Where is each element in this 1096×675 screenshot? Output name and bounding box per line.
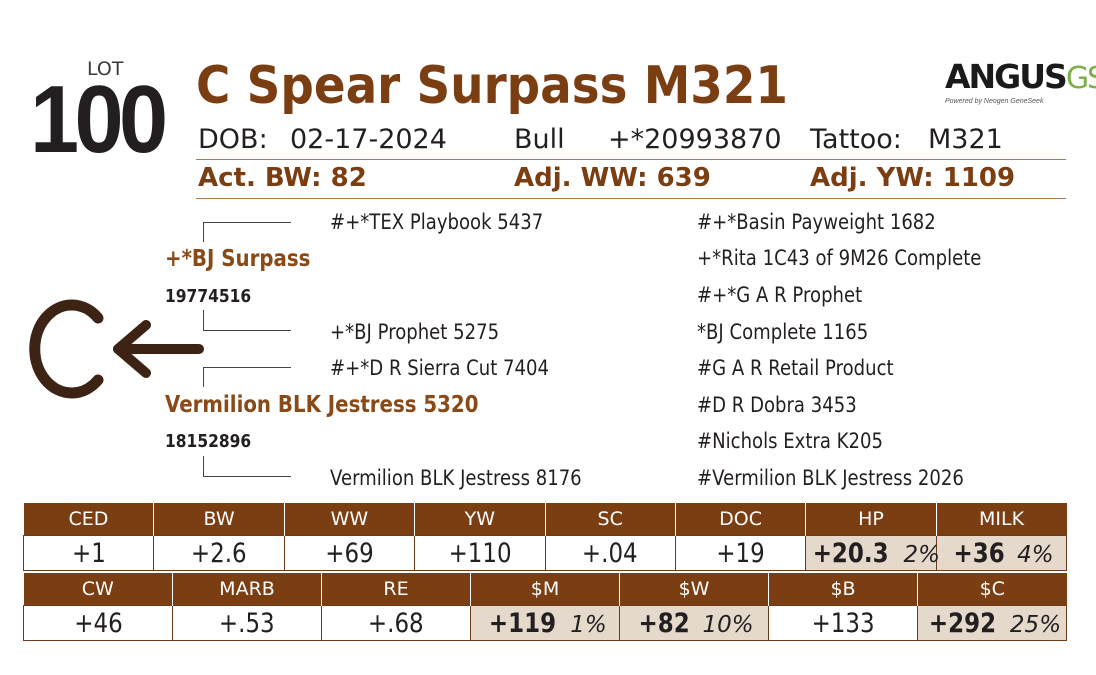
epd-cell: +.04 bbox=[544, 535, 676, 571]
epd-value: +36 bbox=[953, 537, 1005, 569]
divider-bottom bbox=[196, 198, 1066, 199]
epd-percentile: 4% bbox=[1017, 541, 1054, 568]
logo-angus-text: ANGUS bbox=[945, 57, 1068, 96]
logo-gs-text: GS bbox=[1065, 61, 1096, 96]
epd-cell: +69 bbox=[283, 535, 416, 571]
lot-label: LOT bbox=[87, 58, 124, 80]
angus-gs-logo: ANGUSGS Powered by Neogen GeneSeek bbox=[945, 57, 1096, 110]
dam-dam: Vermilion BLK Jestress 8176 bbox=[330, 466, 582, 490]
epd-value: +133 bbox=[811, 607, 875, 639]
epd-cell-highlight: +119 1% bbox=[470, 605, 620, 641]
epd-header: SC bbox=[544, 503, 676, 536]
epd-value: +20.3 bbox=[812, 537, 889, 569]
epd-table-bottom: CW MARB RE $M $W $B $C +46 +.53 +.68 +11… bbox=[23, 573, 1067, 641]
epd-value-row: +1 +2.6 +69 +110 +.04 +19 +20.3 2% +36 4% bbox=[22, 535, 1068, 571]
epd-cell-highlight: +292 25% bbox=[917, 605, 1067, 641]
great-grandparent: #G A R Retail Product bbox=[697, 356, 894, 380]
epd-percentile: 25% bbox=[1009, 611, 1062, 638]
epd-cell: +133 bbox=[768, 605, 918, 641]
epd-value: +69 bbox=[325, 537, 374, 569]
epd-value: +.04 bbox=[582, 537, 639, 569]
epd-value: +119 bbox=[489, 607, 557, 639]
sex-value: Bull bbox=[514, 124, 565, 155]
bracket-line bbox=[203, 476, 291, 477]
epd-percentile: 2% bbox=[903, 541, 941, 568]
adjusted-weaning-weight: Adj. WW: 639 bbox=[514, 163, 711, 193]
sire-reg: 19774516 bbox=[165, 286, 252, 307]
epd-cell: +.53 bbox=[172, 605, 322, 641]
actual-birth-weight: Act. BW: 82 bbox=[198, 163, 367, 193]
epd-cell: +46 bbox=[23, 605, 173, 641]
bracket-line bbox=[203, 310, 204, 330]
epd-header: MARB bbox=[172, 573, 322, 606]
epd-header: $C bbox=[917, 573, 1067, 606]
epd-value: +292 bbox=[928, 607, 996, 639]
great-grandparent: #Nichols Extra K205 bbox=[697, 429, 883, 453]
brand-c-arrow-icon bbox=[29, 299, 204, 399]
epd-header: CW bbox=[23, 573, 173, 606]
epd-header: DOC bbox=[674, 503, 806, 536]
epd-header: $W bbox=[619, 573, 769, 606]
bracket-line bbox=[203, 456, 204, 476]
epd-value: +110 bbox=[448, 537, 512, 569]
sire-sire: #+*TEX Playbook 5437 bbox=[330, 210, 544, 234]
dam-sire: #+*D R Sierra Cut 7404 bbox=[330, 356, 550, 380]
epd-cell-highlight: +82 10% bbox=[619, 605, 769, 641]
great-grandparent: +*Rita 1C43 of 9M26 Complete bbox=[697, 246, 982, 270]
epd-header: CED bbox=[23, 503, 154, 536]
registration-number: +*20993870 bbox=[608, 124, 782, 155]
bracket-line bbox=[203, 367, 291, 368]
bracket-line bbox=[203, 222, 291, 223]
tattoo-label: Tattoo: bbox=[810, 124, 902, 155]
epd-header: WW bbox=[283, 503, 415, 536]
lot-number: 100 bbox=[30, 66, 168, 173]
epd-header: YW bbox=[414, 503, 545, 536]
bracket-line bbox=[203, 330, 291, 331]
epd-cell-highlight: +36 4% bbox=[935, 535, 1068, 571]
epd-header: RE bbox=[321, 573, 471, 606]
epd-value: +.68 bbox=[368, 607, 424, 639]
epd-value: +19 bbox=[716, 537, 765, 569]
dam-reg: 18152896 bbox=[165, 431, 252, 452]
epd-header-row: CW MARB RE $M $W $B $C bbox=[23, 573, 1067, 606]
adjusted-yearling-weight: Adj. YW: 1109 bbox=[810, 163, 1016, 193]
logo-tagline: Powered by Neogen GeneSeek bbox=[945, 98, 1044, 105]
bracket-line bbox=[203, 367, 204, 387]
epd-header: MILK bbox=[935, 503, 1067, 536]
animal-name: C Spear Surpass M321 bbox=[196, 56, 789, 116]
epd-value: +1 bbox=[71, 537, 106, 569]
epd-cell: +2.6 bbox=[153, 535, 285, 571]
epd-cell: +19 bbox=[674, 535, 807, 571]
divider-top bbox=[196, 159, 1066, 160]
dob-label: DOB: bbox=[198, 124, 268, 155]
sire-name: +*BJ Surpass bbox=[165, 246, 311, 272]
great-grandparent: #+*G A R Prophet bbox=[697, 283, 863, 307]
epd-cell-highlight: +20.3 2% bbox=[805, 535, 940, 571]
epd-value: +.53 bbox=[219, 607, 275, 639]
tattoo-value: M321 bbox=[928, 124, 1003, 155]
epd-header: $M bbox=[470, 573, 620, 606]
epd-cell: +.68 bbox=[321, 605, 471, 641]
epd-percentile: 1% bbox=[570, 611, 607, 638]
dam-name: Vermilion BLK Jestress 5320 bbox=[165, 392, 479, 418]
bracket-line bbox=[203, 222, 204, 242]
epd-value: +46 bbox=[73, 607, 123, 639]
great-grandparent: #Vermilion BLK Jestress 2026 bbox=[697, 466, 964, 490]
epd-header: HP bbox=[805, 503, 937, 536]
sire-dam: +*BJ Prophet 5275 bbox=[330, 320, 500, 344]
epd-table-top: CED BW WW YW SC DOC HP MILK +1 +2.6 +69 … bbox=[22, 503, 1068, 571]
epd-cell: +110 bbox=[414, 535, 546, 571]
epd-value: +2.6 bbox=[191, 537, 247, 569]
epd-header: $B bbox=[768, 573, 918, 606]
epd-percentile: 10% bbox=[702, 611, 754, 638]
great-grandparent: #+*Basin Payweight 1682 bbox=[697, 210, 936, 234]
great-grandparent: #D R Dobra 3453 bbox=[697, 393, 857, 417]
epd-value-row: +46 +.53 +.68 +119 1% +82 10% +133 +292 25% bbox=[23, 605, 1067, 641]
epd-cell: +1 bbox=[22, 535, 155, 571]
epd-value: +82 bbox=[638, 607, 691, 639]
great-grandparent: *BJ Complete 1165 bbox=[697, 320, 869, 344]
dob-value: 02-17-2024 bbox=[290, 124, 447, 155]
epd-header: BW bbox=[153, 503, 285, 536]
epd-header-row: CED BW WW YW SC DOC HP MILK bbox=[23, 503, 1067, 536]
